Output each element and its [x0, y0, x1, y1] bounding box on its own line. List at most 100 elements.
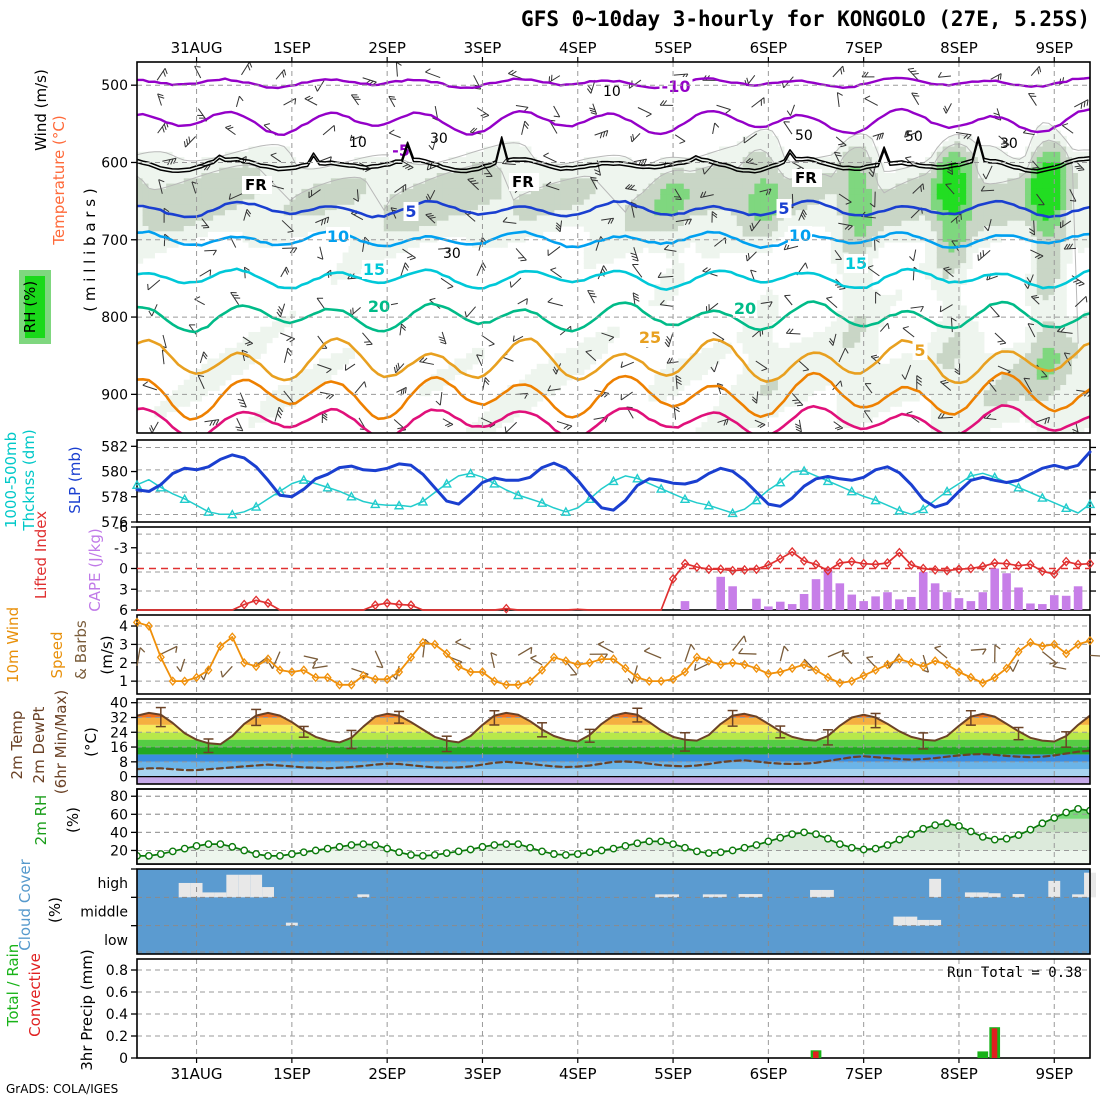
rh-shading-cell — [619, 178, 626, 185]
rh-shading-cell — [942, 173, 950, 179]
rh-shading-cell — [942, 369, 950, 375]
rh-shading-cell — [854, 289, 861, 296]
rh-shading-cell — [213, 220, 220, 227]
rh-shading-cell — [560, 162, 567, 169]
rh-shading-cell — [266, 332, 273, 338]
rh-shading-cell — [983, 220, 991, 227]
rh-shading-cell — [1048, 390, 1056, 397]
rh-shading-cell — [772, 194, 779, 201]
rh-shading-cell — [448, 199, 455, 206]
rh-shading-cell — [295, 183, 303, 190]
wind-barb — [943, 266, 954, 278]
rh-shading-cell — [330, 353, 338, 360]
rh-shading-cell — [583, 204, 591, 211]
rh-shading-cell — [807, 194, 814, 201]
rh-shading-cell — [483, 162, 491, 169]
rh-shading-cell — [436, 215, 444, 222]
rh-shading-cell — [807, 347, 814, 354]
rh-shading-cell — [942, 141, 950, 148]
rh-shading-cell — [595, 220, 603, 227]
rh-shading-cell — [836, 178, 844, 185]
rh-shading-cell — [613, 247, 620, 254]
rh-shading-cell — [842, 146, 850, 153]
rh-shading-cell — [266, 326, 273, 333]
rh-shading-cell — [813, 358, 820, 365]
rh-shading-cell — [166, 173, 173, 179]
rh-shading-cell — [1036, 141, 1044, 148]
rh-shading-cell — [948, 252, 955, 259]
rh-shading-cell — [954, 326, 961, 333]
rh-shading-cell — [489, 199, 497, 206]
rh-shading-cell — [930, 167, 938, 174]
rh-shading-cell — [207, 173, 214, 179]
wind-barb — [907, 67, 920, 82]
rh-shading-cell — [360, 183, 367, 190]
rh-shading-cell — [954, 157, 961, 163]
rh-shading-cell — [436, 226, 444, 232]
rh-shading-cell — [866, 183, 873, 190]
rh-shading-cell — [1030, 188, 1038, 195]
rh-shading-cell — [1013, 178, 1020, 185]
rh-shading-cell — [183, 162, 191, 169]
rh-shading-cell — [854, 247, 861, 254]
rh-shading-cell — [824, 215, 832, 222]
rh-shading-cell — [630, 215, 638, 222]
rh-shading-cell — [942, 183, 950, 190]
rh-shading-cell — [854, 210, 861, 216]
temp-contour-label: -10 — [662, 77, 691, 96]
rh-shading-cell — [195, 204, 203, 211]
rh-shading-cell — [1019, 342, 1026, 349]
rh-shading-cell — [1054, 151, 1061, 158]
rh-shading-cell — [224, 358, 232, 365]
rh-shading-cell — [672, 220, 679, 227]
wind-barb — [394, 183, 407, 193]
rh-shading-cell — [201, 178, 208, 185]
rh-shading-cell — [472, 188, 479, 195]
rh-shading-cell — [842, 305, 850, 312]
rh-shading-cell — [372, 183, 379, 190]
wind-barb — [183, 136, 196, 148]
rh-shading-cell — [854, 305, 861, 312]
rh-shading-cell — [642, 226, 650, 232]
rh-shading-cell — [1072, 369, 1079, 375]
rh-shading-cell — [154, 194, 161, 201]
rh-shading-cell — [177, 395, 185, 402]
rh-shading-cell — [1083, 337, 1090, 344]
rh-shading-cell — [601, 157, 608, 163]
rh-shading-cell — [1042, 125, 1050, 132]
rh-shading-cell — [171, 395, 179, 402]
rh-shading-cell — [607, 188, 614, 195]
wind-barb — [547, 297, 563, 307]
rh-shading-cell — [148, 167, 155, 174]
rh-shading-cell — [201, 188, 208, 195]
rh-shading-cell — [883, 178, 891, 185]
wind-barb — [786, 104, 795, 116]
rh-shading-cell — [842, 162, 850, 169]
rh-shading-cell — [148, 220, 155, 227]
rh-shading-cell — [277, 326, 285, 333]
rh-shading-cell — [377, 199, 385, 206]
rh-shading-cell — [1048, 294, 1056, 301]
rh-shading-cell — [1007, 194, 1014, 201]
rh-shading-cell — [872, 146, 879, 153]
rh-shading-cell — [654, 199, 661, 206]
wind-barb — [547, 385, 561, 392]
rh-shading-cell — [766, 385, 773, 391]
page-title: GFS 0~10day 3-hourly for KONGOLO (27E, 5… — [521, 7, 1090, 31]
rh-shading-cell — [1042, 316, 1050, 322]
rh-shading-cell — [1083, 316, 1090, 322]
rh-shading-cell — [895, 369, 903, 375]
rh-shading-cell — [754, 151, 761, 158]
rh-shading-cell — [389, 162, 397, 169]
rh-shading-cell — [730, 204, 738, 211]
rh-shading-cell — [1083, 199, 1090, 206]
rh-shading-cell — [854, 390, 861, 397]
rh-shading-cell — [907, 194, 914, 201]
rh-shading-cell — [660, 300, 667, 307]
rh-shading-cell — [560, 194, 567, 201]
rh-shading-cell — [830, 321, 838, 328]
rh-shading-cell — [854, 363, 861, 370]
rh-shading-cell — [230, 162, 238, 169]
rh-shading-cell — [877, 294, 885, 301]
wind-barb — [388, 129, 401, 139]
